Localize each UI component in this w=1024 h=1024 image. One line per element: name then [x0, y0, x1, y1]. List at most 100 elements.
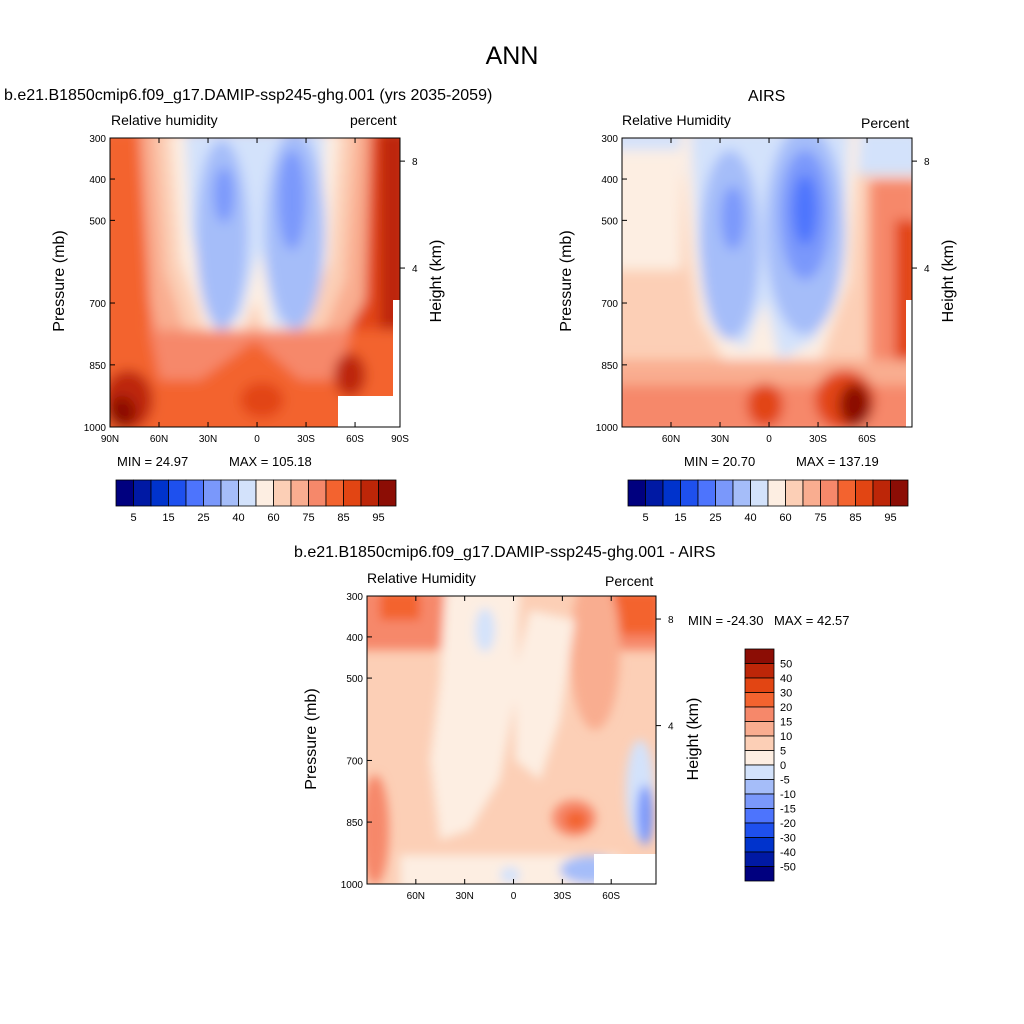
- colorbar-swatch: [744, 866, 775, 882]
- colorbar-label: 5: [130, 512, 136, 524]
- y2-tick-label: 4: [924, 264, 930, 275]
- colorbar-swatch: [744, 851, 775, 867]
- colorbar-label: -10: [780, 789, 796, 801]
- panel2-missing-strip: [906, 300, 912, 427]
- x-tick-label: 30S: [553, 891, 571, 902]
- panel3-left-string: Relative Humidity: [367, 570, 476, 586]
- colorbar-label: 50: [780, 659, 792, 671]
- x-tick-label: 90N: [101, 434, 119, 445]
- x-tick-label: 60S: [346, 434, 364, 445]
- colorbar-label: 15: [162, 512, 174, 524]
- colorbar-swatch: [744, 837, 775, 853]
- y-tick-label: 700: [346, 756, 363, 767]
- x-tick-label: 60N: [662, 434, 680, 445]
- panel1-min-label: MIN = 24.97: [117, 454, 189, 469]
- panel1-missing-strip: [393, 300, 400, 396]
- colorbar-swatch: [133, 479, 152, 507]
- colorbar-swatch: [732, 479, 751, 507]
- colorbar-label: 5: [780, 746, 786, 758]
- colorbar-label: -40: [780, 847, 796, 859]
- colorbar-label: 20: [780, 702, 792, 714]
- panel2-heatmap: [622, 138, 912, 427]
- panel1-heatmap: [110, 138, 400, 427]
- colorbar-swatch: [767, 479, 786, 507]
- colorbar-swatch: [343, 479, 362, 507]
- colorbar-label: 15: [780, 717, 792, 729]
- colorbar-swatch: [872, 479, 891, 507]
- x-tick-label: 30N: [456, 891, 474, 902]
- colorbar-swatch: [203, 479, 222, 507]
- y-tick-label: 850: [601, 361, 618, 372]
- colorbar-swatch: [744, 808, 775, 824]
- colorbar-swatch: [750, 479, 769, 507]
- panel1-left-string: Relative humidity: [111, 112, 218, 128]
- colorbar-swatch: [744, 750, 775, 766]
- y-tick-label: 1000: [596, 423, 619, 434]
- colorbar-swatch: [360, 479, 379, 507]
- colorbar-label: 75: [814, 512, 826, 524]
- y-tick-label: 700: [601, 299, 618, 310]
- colorbar-swatch: [744, 822, 775, 838]
- panel2-contours: [622, 138, 912, 427]
- y-tick-label: 850: [346, 818, 363, 829]
- colorbar-swatch: [744, 735, 775, 751]
- panel1-missing-region: [338, 396, 400, 427]
- colorbar-swatch: [662, 479, 681, 507]
- y-tick-label: 300: [346, 592, 363, 603]
- x-tick-label: 60N: [150, 434, 168, 445]
- colorbar-swatch: [220, 479, 239, 507]
- colorbar-swatch: [744, 663, 775, 679]
- colorbar-label: 40: [780, 673, 792, 685]
- colorbar-label: 60: [779, 512, 791, 524]
- y-tick-label: 400: [601, 175, 618, 186]
- panel3-title: b.e21.B1850cmip6.f09_g17.DAMIP-ssp245-gh…: [294, 544, 716, 561]
- panel2-right-string: Percent: [861, 115, 910, 131]
- colorbar-label: 25: [197, 512, 209, 524]
- colorbar-swatch: [115, 479, 134, 507]
- y-tick-label: 400: [89, 175, 106, 186]
- colorbar-label: 15: [674, 512, 686, 524]
- colorbar-swatch: [820, 479, 839, 507]
- x-tick-label: 30S: [297, 434, 315, 445]
- panel1-right-string: percent: [350, 112, 397, 128]
- y-tick-label: 300: [601, 134, 618, 145]
- y-tick-label: 700: [89, 299, 106, 310]
- y-tick-label: 1000: [341, 880, 364, 891]
- colorbar-swatch: [744, 779, 775, 795]
- x-tick-label: 60S: [858, 434, 876, 445]
- x-tick-label: 0: [254, 434, 260, 445]
- panel3-right-string: Percent: [605, 573, 654, 589]
- colorbar-swatch: [855, 479, 874, 507]
- colorbar-swatch: [238, 479, 257, 507]
- panel3-min-label: MIN = -24.30: [688, 613, 764, 628]
- colorbar-swatch: [255, 479, 274, 507]
- panel3-max-label: MAX = 42.57: [774, 613, 850, 628]
- colorbar-label: 85: [849, 512, 861, 524]
- colorbar-swatch: [378, 479, 397, 507]
- colorbar-label: 85: [337, 512, 349, 524]
- panel2-title: AIRS: [748, 88, 786, 105]
- colorbar-label: 30: [780, 688, 792, 700]
- colorbar-swatch: [627, 479, 646, 507]
- colorbar-swatch: [837, 479, 856, 507]
- x-tick-label: 30S: [809, 434, 827, 445]
- colorbar-swatch: [890, 479, 909, 507]
- panel2-left-string: Relative Humidity: [622, 112, 731, 128]
- x-tick-label: 0: [511, 891, 517, 902]
- panel2-min-label: MIN = 20.70: [684, 454, 756, 469]
- y2-tick-label: 4: [412, 264, 418, 275]
- x-tick-label: 30N: [199, 434, 217, 445]
- colorbar-label: 0: [780, 760, 786, 772]
- panel1-axes: 300 400 500 700 850 1000 8 4 90N 60N 30N 0 30S 60S 90S: [84, 134, 418, 445]
- colorbar-swatch: [325, 479, 344, 507]
- x-tick-label: 60N: [407, 891, 425, 902]
- y-tick-label: 500: [601, 216, 618, 227]
- panel1-max-label: MAX = 105.18: [229, 454, 312, 469]
- colorbar-swatch: [185, 479, 204, 507]
- x-tick-label: 60S: [602, 891, 620, 902]
- y2-tick-label: 8: [924, 157, 930, 168]
- colorbar-swatch: [645, 479, 664, 507]
- panel3-axes: 300 400 500 700 850 1000 8 4 60N 30N 0 30S 60S: [341, 592, 674, 902]
- colorbar-swatch: [308, 479, 327, 507]
- colorbar-swatch: [744, 648, 775, 664]
